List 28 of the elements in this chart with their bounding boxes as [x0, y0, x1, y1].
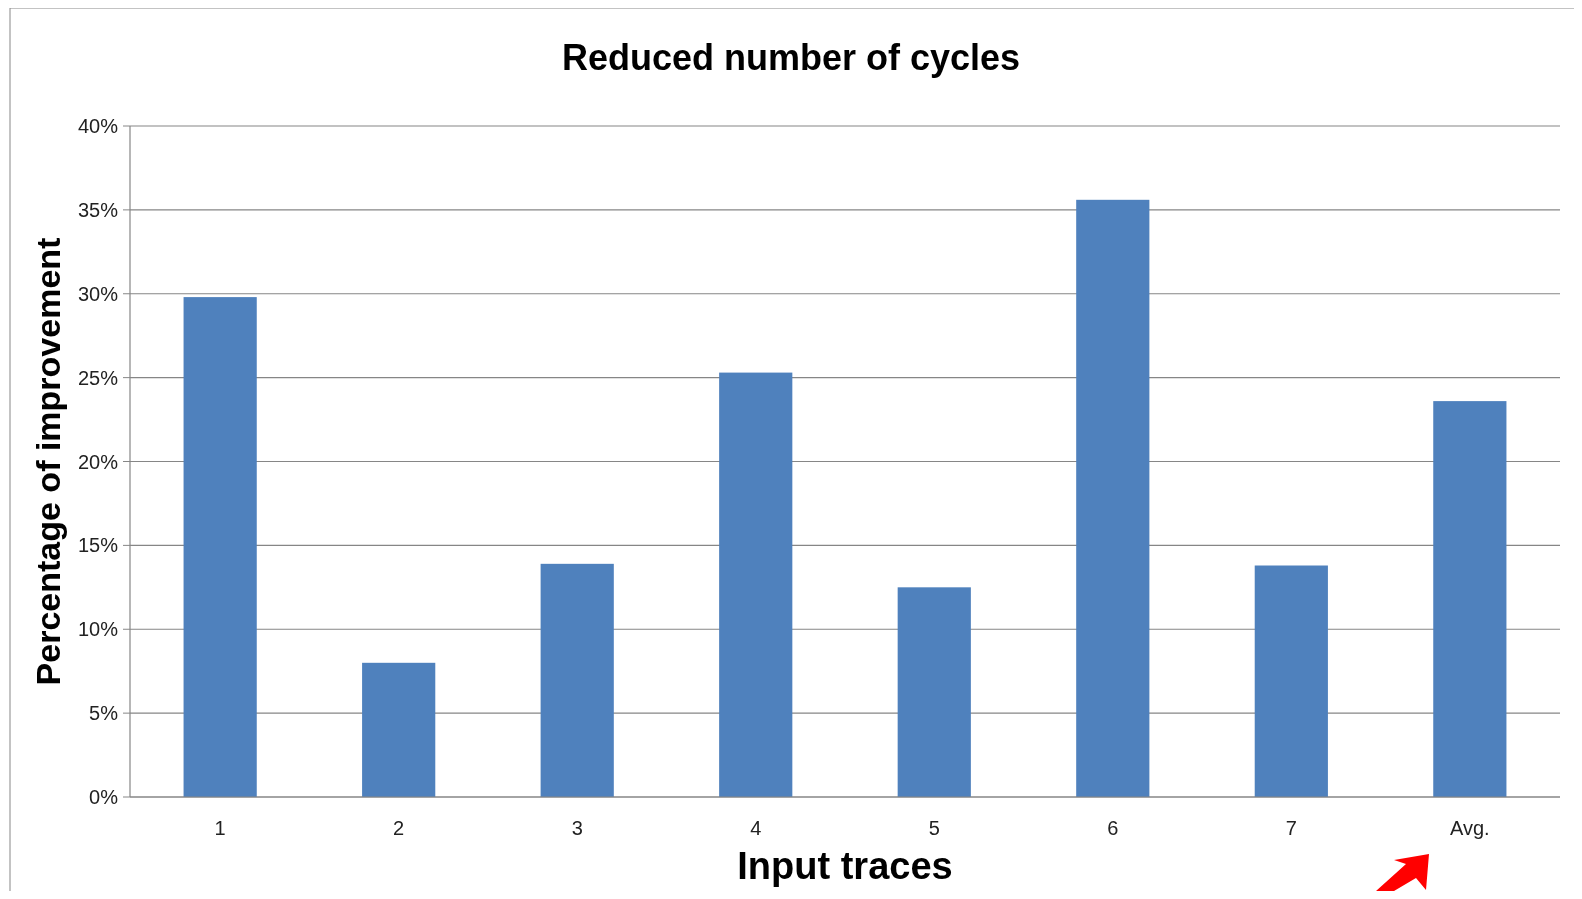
y-tick-label: 0%	[89, 786, 119, 808]
bar	[1076, 199, 1150, 797]
y-axis-title: Percentage of improvement	[29, 237, 67, 686]
x-tick-label: Avg.	[1450, 817, 1490, 839]
x-axis-title: Input traces	[737, 845, 953, 887]
x-tick-label: 4	[750, 817, 762, 839]
bar	[1254, 565, 1328, 797]
x-tick-label: 3	[571, 817, 583, 839]
bar	[719, 372, 793, 797]
chart-title: Reduced number of cycles	[561, 37, 1021, 78]
y-tick-label: 10%	[77, 618, 119, 641]
y-tick-label: 40%	[77, 115, 119, 137]
bar	[362, 662, 436, 797]
bar	[1433, 401, 1507, 797]
bar	[540, 563, 614, 797]
bar	[183, 297, 257, 797]
x-tick-label: 6	[1107, 817, 1119, 839]
x-tick-label: 2	[393, 817, 405, 839]
x-tick-label: 5	[928, 817, 940, 839]
y-tick-label: 30%	[77, 282, 119, 305]
y-tick-label: 25%	[77, 366, 119, 389]
y-tick-label: 15%	[77, 534, 119, 557]
x-tick-label: 7	[1285, 817, 1297, 839]
y-tick-label: 35%	[77, 198, 119, 221]
x-tick-label: 1	[214, 817, 226, 839]
y-tick-label: 5%	[89, 702, 119, 725]
bar	[897, 587, 971, 797]
y-tick-label: 20%	[77, 450, 119, 473]
